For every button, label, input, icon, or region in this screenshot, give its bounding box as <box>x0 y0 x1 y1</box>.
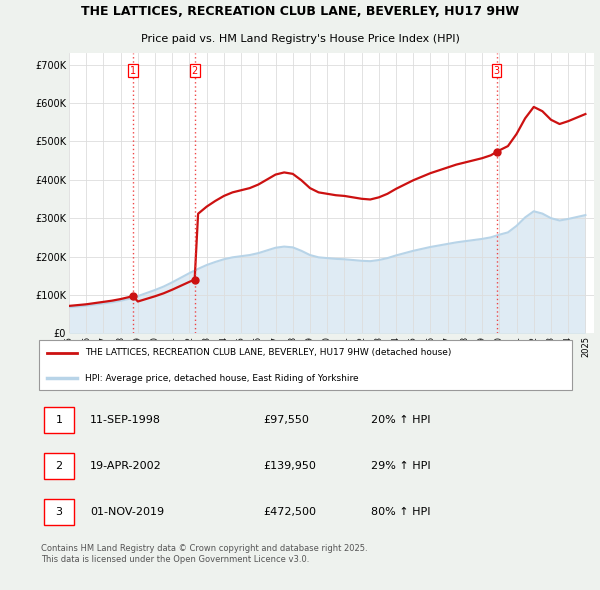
Text: 1: 1 <box>55 415 62 425</box>
Text: 01-NOV-2019: 01-NOV-2019 <box>90 507 164 517</box>
Text: Contains HM Land Registry data © Crown copyright and database right 2025.
This d: Contains HM Land Registry data © Crown c… <box>41 545 368 564</box>
FancyBboxPatch shape <box>44 499 74 525</box>
Text: 3: 3 <box>494 65 500 76</box>
Text: £139,950: £139,950 <box>263 461 316 471</box>
Text: 1: 1 <box>130 65 136 76</box>
Text: 19-APR-2002: 19-APR-2002 <box>90 461 162 471</box>
Text: 20% ↑ HPI: 20% ↑ HPI <box>371 415 430 425</box>
Text: £97,550: £97,550 <box>263 415 308 425</box>
Text: THE LATTICES, RECREATION CLUB LANE, BEVERLEY, HU17 9HW (detached house): THE LATTICES, RECREATION CLUB LANE, BEVE… <box>85 348 451 358</box>
Text: 2: 2 <box>55 461 62 471</box>
FancyBboxPatch shape <box>39 340 572 390</box>
Text: 11-SEP-1998: 11-SEP-1998 <box>90 415 161 425</box>
FancyBboxPatch shape <box>44 407 74 434</box>
Text: 80% ↑ HPI: 80% ↑ HPI <box>371 507 430 517</box>
Text: HPI: Average price, detached house, East Riding of Yorkshire: HPI: Average price, detached house, East… <box>85 373 358 382</box>
Text: THE LATTICES, RECREATION CLUB LANE, BEVERLEY, HU17 9HW: THE LATTICES, RECREATION CLUB LANE, BEVE… <box>81 5 519 18</box>
Text: 2: 2 <box>191 65 198 76</box>
FancyBboxPatch shape <box>44 453 74 479</box>
Text: 29% ↑ HPI: 29% ↑ HPI <box>371 461 430 471</box>
Text: £472,500: £472,500 <box>263 507 316 517</box>
Text: 3: 3 <box>55 507 62 517</box>
Text: Price paid vs. HM Land Registry's House Price Index (HPI): Price paid vs. HM Land Registry's House … <box>140 34 460 44</box>
